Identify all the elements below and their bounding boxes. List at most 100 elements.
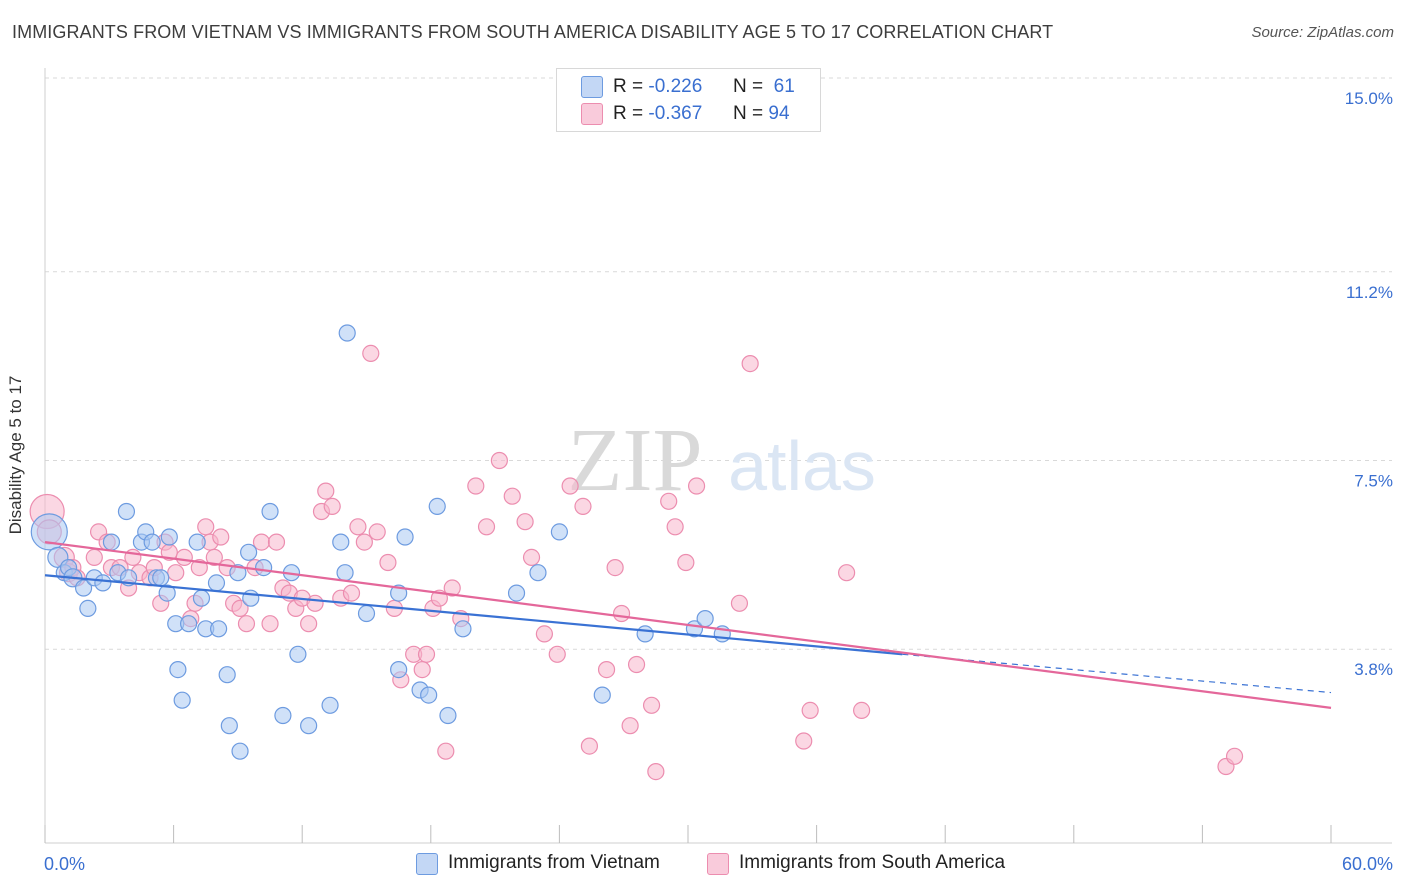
point-south-america xyxy=(1225,747,1244,765)
point-south-america xyxy=(231,599,249,618)
point-vietnam xyxy=(30,513,68,551)
point-south-america xyxy=(660,492,678,510)
point-vietnam xyxy=(300,717,318,735)
point-vietnam xyxy=(289,645,307,663)
point-vietnam xyxy=(338,324,356,342)
point-south-america xyxy=(317,482,335,500)
legend-n-label: N = xyxy=(733,76,764,97)
source-credit: Source: ZipAtlas.com xyxy=(1251,24,1394,41)
point-vietnam xyxy=(231,742,249,760)
point-south-america xyxy=(490,451,508,470)
point-south-america xyxy=(261,615,279,633)
point-south-america xyxy=(413,660,431,679)
point-vietnam xyxy=(169,660,187,679)
data-points xyxy=(29,324,1244,781)
point-south-america xyxy=(443,579,461,597)
legend-swatch-vietnam xyxy=(416,853,438,875)
point-south-america xyxy=(838,564,856,582)
legend-swatch-south-america xyxy=(581,103,603,125)
point-south-america xyxy=(477,518,496,536)
point-south-america xyxy=(212,528,230,546)
point-south-america xyxy=(379,553,397,572)
point-vietnam xyxy=(550,523,569,541)
point-vietnam xyxy=(152,569,170,587)
trendline-south-america xyxy=(44,541,1332,709)
point-vietnam xyxy=(180,615,198,633)
x-tick-label: 60.0% xyxy=(1342,854,1393,874)
point-vietnam xyxy=(396,528,414,546)
point-south-america xyxy=(606,558,624,577)
y-axis-label: Disability Age 5 to 17 xyxy=(6,375,25,535)
y-tick-label: 7.5% xyxy=(1354,472,1393,491)
point-south-america xyxy=(368,523,386,541)
point-vietnam xyxy=(192,589,211,607)
point-vietnam xyxy=(420,686,438,704)
legend-r-value-vietnam: -0.226 xyxy=(648,76,703,97)
tick-labels: 3.8% 7.5% 11.2% 15.0% 0.0% 60.0% xyxy=(44,89,1393,874)
point-south-america xyxy=(300,615,318,633)
point-south-america xyxy=(167,564,185,582)
trendline-vietnam xyxy=(44,574,903,656)
legend-stats: R = -0.226 N = 61 R = -0.367 N = 94 xyxy=(556,68,821,132)
point-south-america xyxy=(323,497,341,515)
point-south-america xyxy=(417,645,436,663)
point-south-america xyxy=(467,477,485,495)
point-vietnam xyxy=(143,533,161,551)
point-south-america xyxy=(548,645,566,663)
point-south-america xyxy=(627,655,646,674)
point-vietnam xyxy=(507,584,526,602)
point-vietnam xyxy=(321,696,339,714)
legend-n-label: N = xyxy=(733,103,764,124)
point-vietnam xyxy=(332,533,350,551)
point-south-america xyxy=(437,742,455,760)
point-vietnam xyxy=(274,706,292,725)
point-south-america xyxy=(306,594,324,612)
legend-n-value-south-america: 94 xyxy=(768,103,790,124)
point-vietnam xyxy=(593,686,611,704)
point-south-america xyxy=(574,497,592,515)
trend-lines xyxy=(44,541,1332,709)
chart-title: IMMIGRANTS FROM VIETNAM VS IMMIGRANTS FR… xyxy=(12,22,1054,42)
point-south-america xyxy=(362,344,380,362)
grid-lines xyxy=(45,77,1392,650)
point-vietnam xyxy=(188,533,206,551)
point-south-america xyxy=(522,548,541,567)
legend-label-vietnam: Immigrants from Vietnam xyxy=(448,852,660,873)
point-vietnam xyxy=(454,620,472,638)
legend-label-south-america: Immigrants from South America xyxy=(739,852,1006,873)
point-south-america xyxy=(612,604,631,623)
point-vietnam xyxy=(158,584,176,602)
point-south-america xyxy=(801,701,819,720)
point-south-america xyxy=(237,615,256,633)
point-south-america xyxy=(580,737,599,755)
point-south-america xyxy=(342,584,361,602)
y-tick-label: 15.0% xyxy=(1345,89,1393,108)
point-south-america xyxy=(197,518,215,536)
point-vietnam xyxy=(74,579,93,597)
trendline-vietnam-extension xyxy=(902,653,1332,694)
legend-r-label: R = xyxy=(613,103,644,124)
legend-r-label: R = xyxy=(613,76,644,97)
point-vietnam xyxy=(696,609,714,628)
point-vietnam xyxy=(218,666,236,684)
point-south-america xyxy=(355,533,373,551)
point-south-america xyxy=(677,553,695,572)
point-south-america xyxy=(205,548,223,567)
point-vietnam xyxy=(240,543,258,561)
point-vietnam xyxy=(94,574,112,592)
point-vietnam xyxy=(357,604,376,623)
point-vietnam xyxy=(210,620,228,638)
point-vietnam xyxy=(636,625,654,643)
point-vietnam xyxy=(261,502,279,521)
point-south-america xyxy=(349,518,367,536)
point-south-america xyxy=(687,477,706,495)
point-vietnam xyxy=(529,564,547,582)
legend-series: Immigrants from Vietnam Immigrants from … xyxy=(0,852,1406,878)
point-vietnam xyxy=(439,706,457,725)
point-vietnam xyxy=(160,528,178,546)
point-vietnam xyxy=(220,717,238,735)
axes xyxy=(44,68,1392,844)
point-vietnam xyxy=(79,599,97,618)
point-south-america xyxy=(647,762,665,781)
watermark-atlas: atlas xyxy=(728,427,876,505)
